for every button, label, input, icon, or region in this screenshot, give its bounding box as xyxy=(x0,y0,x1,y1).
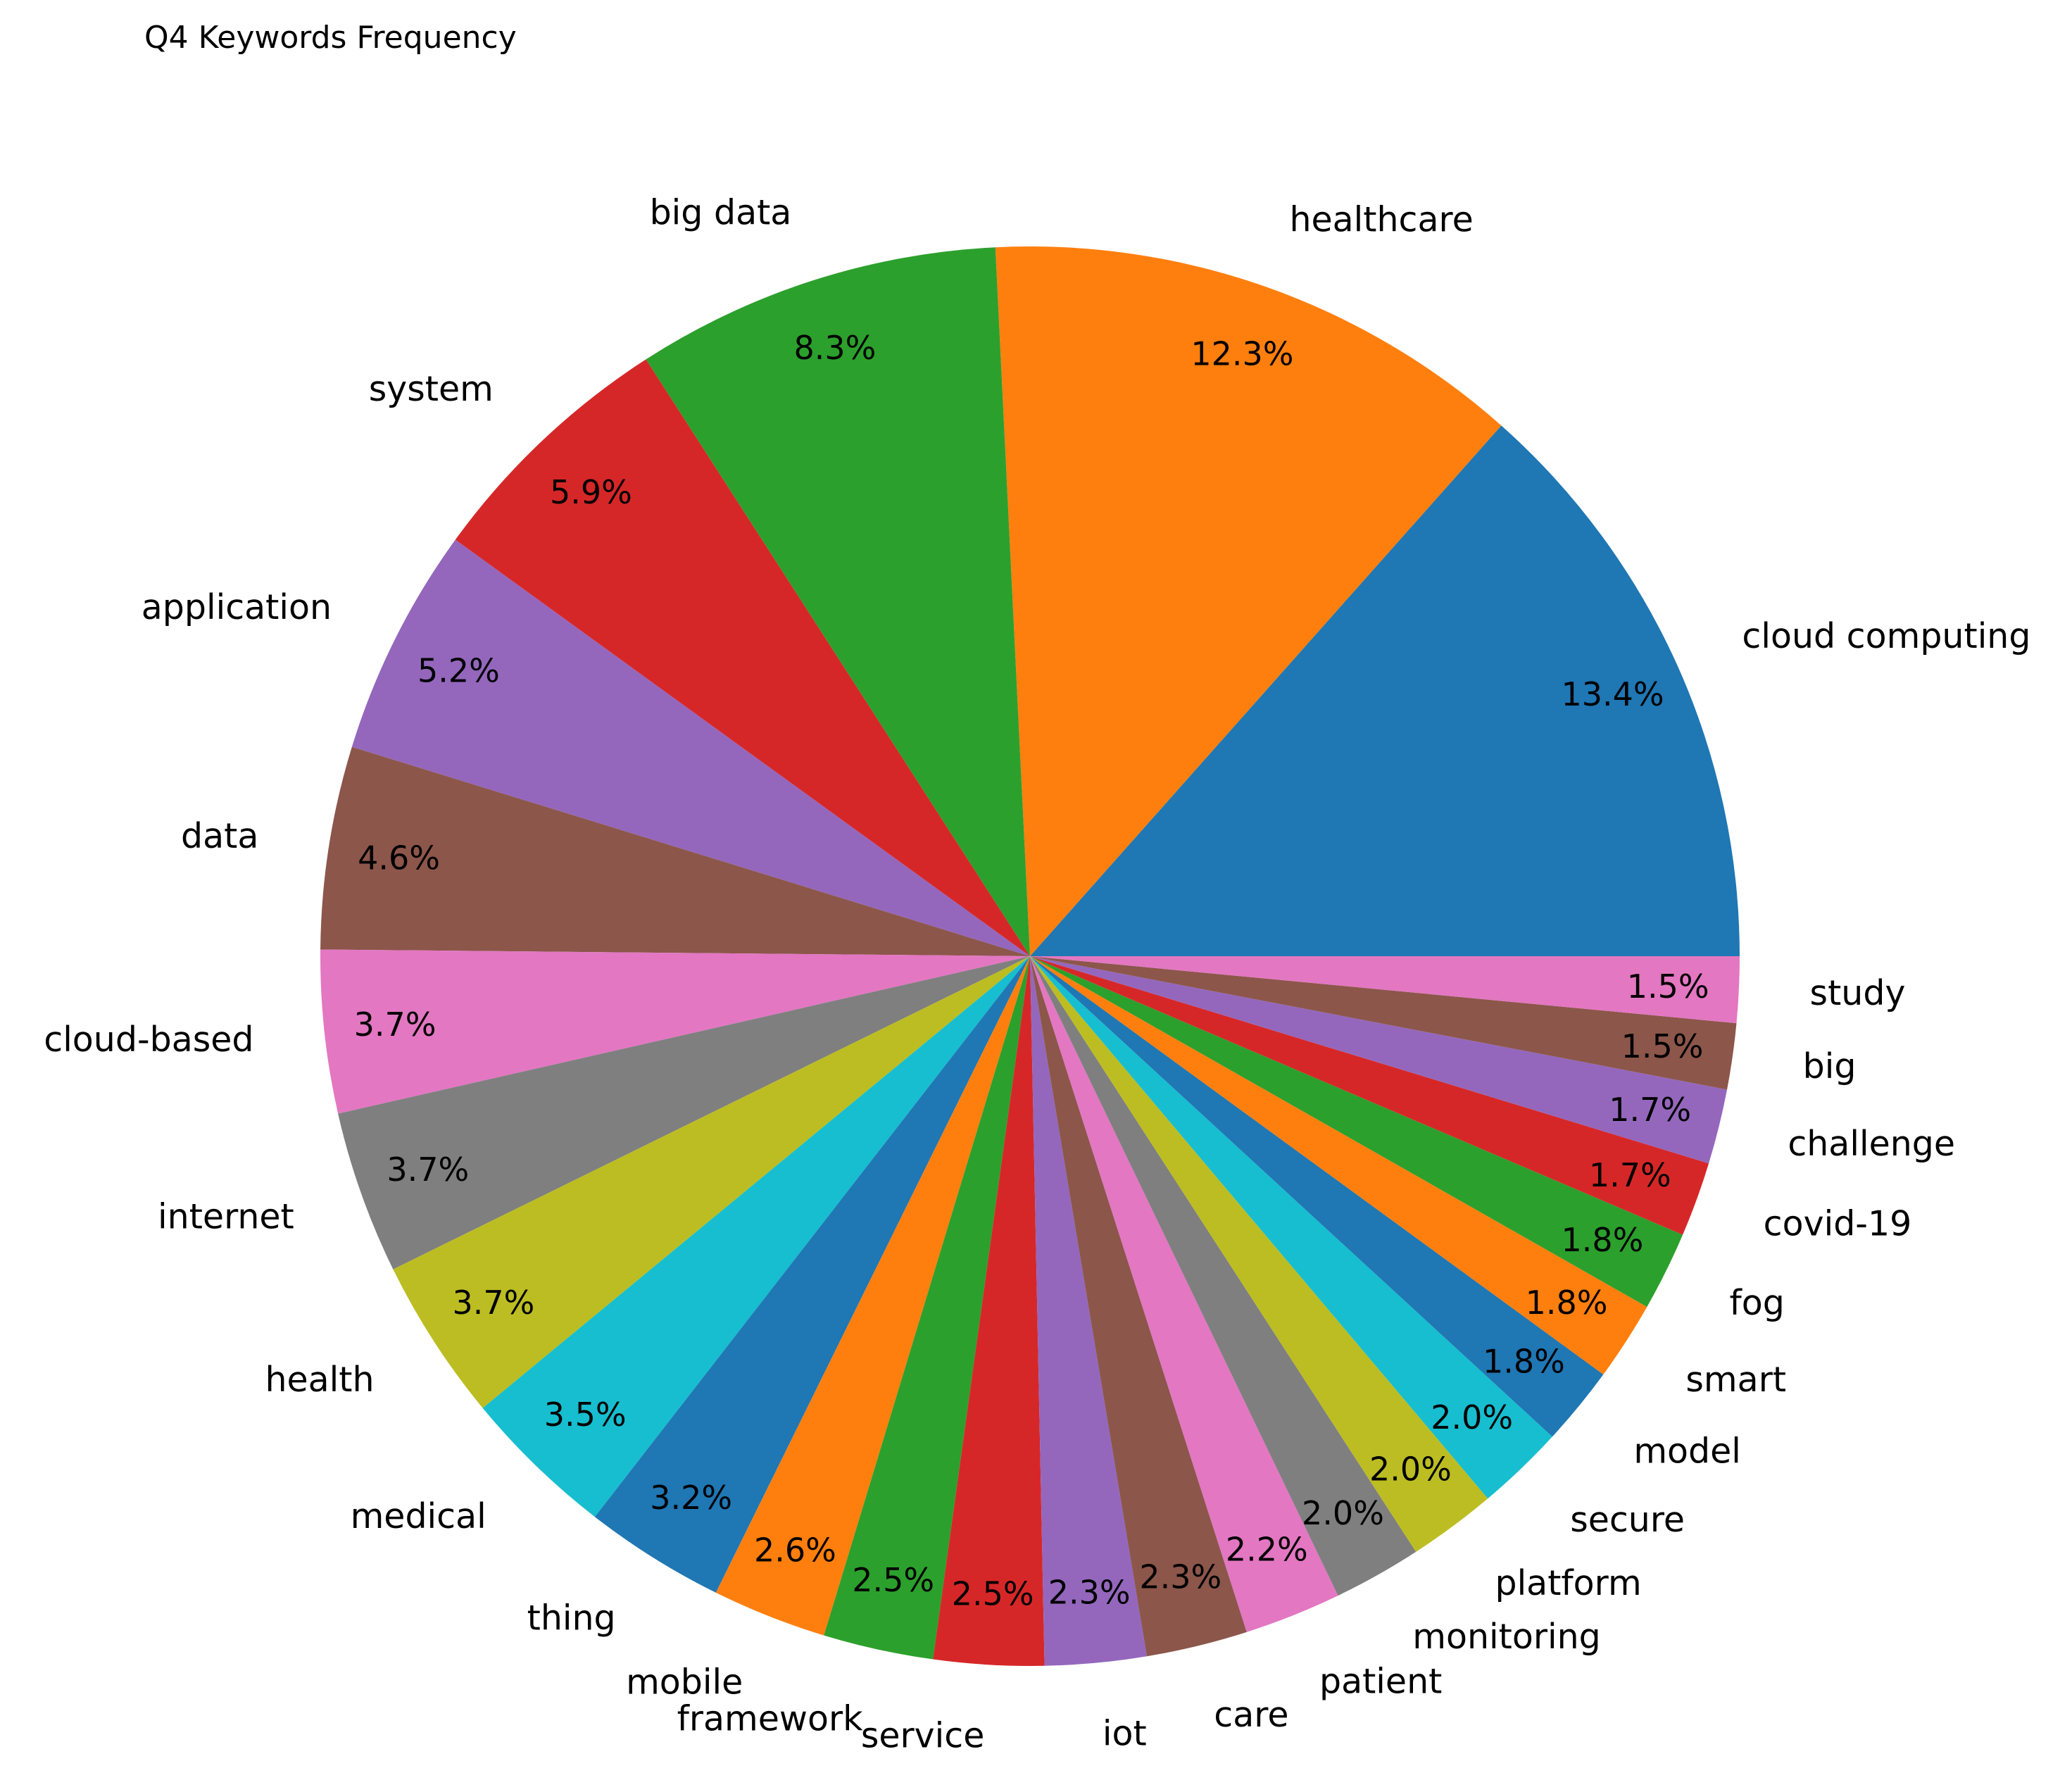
category-label-care: care xyxy=(1214,1695,1288,1735)
category-label-cloud-based: cloud-based xyxy=(44,1020,253,1060)
pie-slices xyxy=(320,246,1740,1667)
category-label-covid-19: covid-19 xyxy=(1764,1203,1912,1243)
percent-label-big: 1.5% xyxy=(1621,1027,1704,1065)
category-label-healthcare: healthcare xyxy=(1289,200,1473,240)
pie-slice-framework xyxy=(824,956,1030,1660)
pie-slice-system xyxy=(455,359,1030,956)
pie-slice-model xyxy=(1030,956,1604,1437)
category-label-big: big xyxy=(1803,1046,1857,1086)
category-label-iot: iot xyxy=(1103,1714,1147,1754)
category-label-system: system xyxy=(369,369,494,409)
percent-label-data: 4.6% xyxy=(358,839,440,877)
percent-label-cloud-based: 3.7% xyxy=(354,1005,437,1044)
chart-title: Q4 Keywords Frequency xyxy=(144,20,517,56)
pie-slice-medical xyxy=(482,956,1030,1517)
category-label-health: health xyxy=(265,1360,374,1400)
percent-label-mobile: 2.6% xyxy=(754,1531,836,1569)
percent-label-fog: 1.8% xyxy=(1561,1221,1643,1259)
percent-label-monitoring: 2.0% xyxy=(1302,1494,1384,1532)
category-label-thing: thing xyxy=(527,1598,616,1638)
category-label-internet: internet xyxy=(158,1197,294,1237)
percent-label-framework: 2.5% xyxy=(852,1561,934,1599)
category-label-patient: patient xyxy=(1319,1661,1442,1701)
category-label-platform: platform xyxy=(1495,1563,1641,1603)
category-label-application: application xyxy=(142,587,332,627)
category-label-study: study xyxy=(1810,973,1906,1013)
category-label-mobile: mobile xyxy=(626,1662,743,1703)
percent-label-patient: 2.2% xyxy=(1226,1531,1308,1569)
pie-slice-monitoring xyxy=(1030,956,1417,1596)
pie-slice-iot xyxy=(1030,956,1147,1666)
category-label-medical: medical xyxy=(351,1496,486,1536)
percent-label-medical: 3.5% xyxy=(544,1396,627,1434)
percent-labels: 13.4% 12.3% 8.3% 5.9% 5.2% 4.6% 3.7% 3.7% 3.7% 3.… xyxy=(354,329,1709,1613)
category-label-smart: smart xyxy=(1685,1360,1786,1400)
pie-slice-study xyxy=(1030,956,1740,1024)
percent-label-system: 5.9% xyxy=(550,473,632,511)
percent-label-challenge: 1.7% xyxy=(1609,1091,1691,1129)
percent-label-thing: 3.2% xyxy=(650,1479,732,1517)
pie-slice-platform xyxy=(1030,956,1488,1552)
category-label-model: model xyxy=(1633,1431,1741,1472)
pie-slice-secure xyxy=(1030,956,1552,1499)
category-label-cloud-computing: cloud computing xyxy=(1742,616,2030,656)
pie-slice-service xyxy=(933,956,1045,1667)
percent-label-service: 2.5% xyxy=(952,1575,1034,1613)
pie-slice-cloud-based xyxy=(320,949,1031,1114)
percent-label-iot: 2.3% xyxy=(1048,1573,1131,1611)
pie-slice-thing xyxy=(594,956,1030,1593)
percent-label-application: 5.2% xyxy=(417,652,500,690)
pie-slice-healthcare xyxy=(995,246,1502,957)
category-label-data: data xyxy=(181,816,258,856)
pie-slice-big-data xyxy=(646,247,1030,956)
pie-slice-cloud-computing xyxy=(1030,425,1740,956)
category-label-fog: fog xyxy=(1730,1283,1785,1323)
percent-label-internet: 3.7% xyxy=(387,1151,469,1189)
pie-slice-mobile xyxy=(715,956,1030,1636)
pie-slice-data xyxy=(320,746,1030,956)
percent-label-model: 1.8% xyxy=(1483,1342,1565,1380)
pie-slice-big xyxy=(1030,956,1737,1090)
percent-label-cloud-computing: 13.4% xyxy=(1561,675,1664,713)
category-label-big-data: big data xyxy=(650,193,792,233)
category-label-framework: framework xyxy=(677,1699,864,1739)
category-label-challenge: challenge xyxy=(1788,1124,1955,1164)
category-label-service: service xyxy=(861,1715,985,1755)
pie-slice-application xyxy=(351,539,1031,956)
percent-label-study: 1.5% xyxy=(1627,967,1709,1005)
percent-label-healthcare: 12.3% xyxy=(1191,334,1293,372)
percent-label-platform: 2.0% xyxy=(1369,1450,1452,1489)
pie-slice-fog xyxy=(1030,956,1683,1308)
category-label-secure: secure xyxy=(1570,1500,1685,1540)
pie-slice-care xyxy=(1030,956,1247,1657)
category-label-monitoring: monitoring xyxy=(1412,1617,1601,1657)
pie-slice-internet xyxy=(338,956,1030,1270)
pie-slice-patient xyxy=(1030,956,1338,1632)
percent-label-covid-19: 1.7% xyxy=(1589,1156,1671,1194)
percent-label-secure: 2.0% xyxy=(1431,1398,1513,1436)
pie-slice-health xyxy=(393,956,1030,1408)
pie-slice-covid-19 xyxy=(1030,956,1709,1235)
pie-slice-smart xyxy=(1030,956,1647,1375)
percent-label-big-data: 8.3% xyxy=(793,329,876,367)
percent-label-care: 2.3% xyxy=(1139,1558,1221,1596)
percent-label-health: 3.7% xyxy=(453,1284,535,1322)
percent-label-smart: 1.8% xyxy=(1526,1284,1608,1322)
pie-slice-challenge xyxy=(1030,956,1728,1164)
